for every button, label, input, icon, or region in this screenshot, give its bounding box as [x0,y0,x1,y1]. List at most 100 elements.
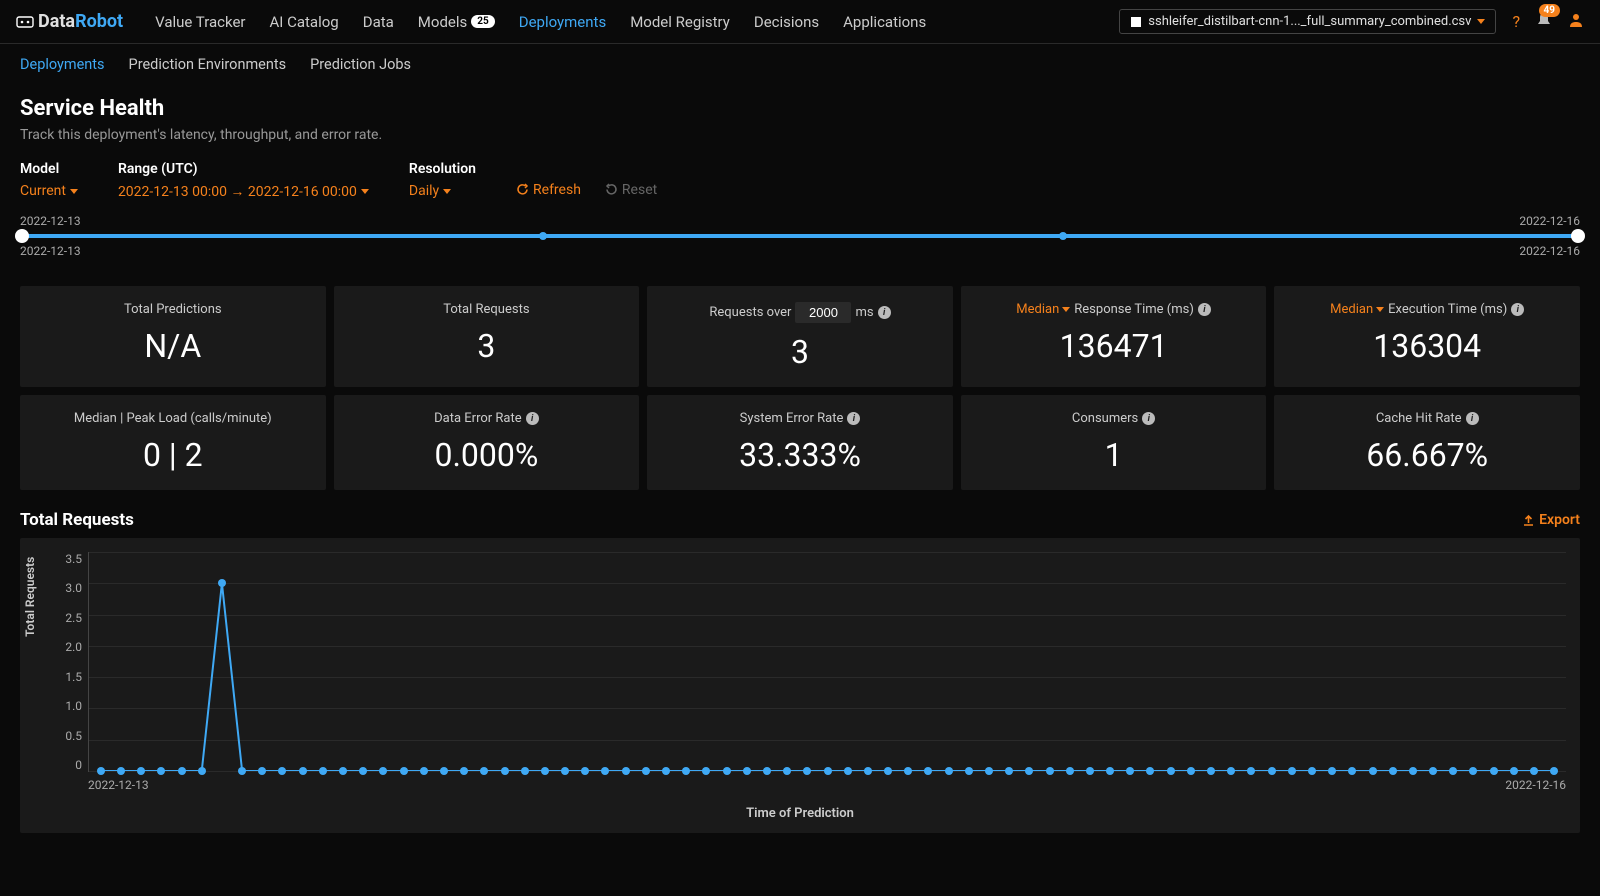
data-point [1268,767,1276,775]
nav-value-tracker[interactable]: Value Tracker [143,0,257,44]
info-icon[interactable]: i [1142,412,1155,425]
metric-card: Cache Hit Ratei66.667% [1274,395,1580,490]
info-icon[interactable]: i [847,412,860,425]
metric-label: Median | Peak Load (calls/minute) [32,411,314,426]
metric-card: Median Response Time (ms)i136471 [961,286,1267,387]
metric-label: Cache Hit Ratei [1286,411,1568,426]
metrics-grid: Total PredictionsN/ATotal Requests3Reque… [20,286,1580,490]
data-point [723,767,731,775]
data-point [198,767,206,775]
refresh-button[interactable]: Refresh [516,182,581,198]
x-label-end: 2022-12-16 [1505,778,1566,792]
data-point [1025,767,1033,775]
range-selector[interactable]: 2022-12-13 00:00 → 2022-12-16 00:00 [118,183,369,200]
data-point [1005,767,1013,775]
info-icon[interactable]: i [526,412,539,425]
median-dropdown[interactable]: Median [1016,302,1070,317]
notification-badge: 49 [1539,4,1560,17]
data-point [1348,767,1356,775]
data-point [763,767,771,775]
data-point [319,767,327,775]
data-point [601,767,609,775]
logo[interactable]: DataRobot [16,11,123,32]
data-point [864,767,872,775]
page-title: Service Health [20,96,1580,121]
time-range-slider[interactable]: 2022-12-13 2022-12-16 2022-12-13 2022-12… [20,214,1580,258]
nav-ai-catalog[interactable]: AI Catalog [258,0,351,44]
notifications-button[interactable]: 49 [1536,12,1552,32]
y-tick: 3.5 [56,552,82,566]
data-point [137,767,145,775]
data-point [904,767,912,775]
data-point [783,767,791,775]
top-nav: DataRobot Value TrackerAI CatalogDataMod… [0,0,1600,44]
data-point [1490,767,1498,775]
nav-decisions[interactable]: Decisions [742,0,831,44]
reset-icon [605,183,618,196]
nav-data[interactable]: Data [351,0,406,44]
slider-handle-left[interactable] [15,229,29,243]
data-point [278,767,286,775]
info-icon[interactable]: i [1198,303,1211,316]
metric-card: Median Execution Time (ms)i136304 [1274,286,1580,387]
median-dropdown[interactable]: Median [1330,302,1384,317]
data-point [824,767,832,775]
nav-model-registry[interactable]: Model Registry [618,0,742,44]
data-point [1308,767,1316,775]
data-point [521,767,529,775]
threshold-input[interactable] [795,302,851,323]
data-point [480,767,488,775]
data-point [157,767,165,775]
slider-label-top-left: 2022-12-13 [20,214,81,228]
controls-row: Model Current Range (UTC) 2022-12-13 00:… [20,161,1580,200]
data-point [359,767,367,775]
metric-card: Data Error Ratei0.000% [334,395,640,490]
info-icon[interactable]: i [878,306,891,319]
subnav-prediction-jobs[interactable]: Prediction Jobs [298,56,423,73]
data-point [1510,767,1518,775]
info-icon[interactable]: i [1511,303,1524,316]
data-point [662,767,670,775]
data-point [702,767,710,775]
export-button[interactable]: Export [1522,512,1580,528]
data-point [1550,767,1558,775]
resolution-selector[interactable]: Daily [409,183,476,199]
data-point [1066,767,1074,775]
data-point [238,767,246,775]
y-tick: 2.0 [56,640,82,654]
data-point [743,767,751,775]
data-point [622,767,630,775]
metric-card: Consumersi1 [961,395,1267,490]
data-point [440,767,448,775]
nav-deployments[interactable]: Deployments [507,0,618,44]
chevron-down-icon [70,189,78,194]
subnav-deployments[interactable]: Deployments [8,56,117,73]
data-point [1449,767,1457,775]
subnav-prediction-environments[interactable]: Prediction Environments [117,56,299,73]
y-tick: 3.0 [56,581,82,595]
chart-title: Total Requests [20,510,134,530]
data-point [682,767,690,775]
slider-label-top-right: 2022-12-16 [1519,214,1580,228]
y-tick: 1.0 [56,699,82,713]
data-point [884,767,892,775]
metric-label: System Error Ratei [659,411,941,426]
slider-handle-right[interactable] [1571,229,1585,243]
metric-label: Data Error Ratei [346,411,628,426]
reset-button[interactable]: Reset [605,182,657,198]
nav-applications[interactable]: Applications [831,0,938,44]
file-selector[interactable]: sshleifer_distilbart-cnn-1..._full_summa… [1119,9,1496,34]
data-point [379,767,387,775]
nav-models[interactable]: Models25 [406,0,507,44]
help-icon[interactable]: ? [1512,12,1520,31]
data-point [258,767,266,775]
user-menu[interactable] [1568,12,1584,32]
data-point [1207,767,1215,775]
metric-label: Median Response Time (ms)i [973,302,1255,317]
slider-label-bottom-right: 2022-12-16 [1519,244,1580,258]
info-icon[interactable]: i [1466,412,1479,425]
data-point [965,767,973,775]
model-selector[interactable]: Current [20,183,78,199]
data-point [1328,767,1336,775]
data-point [642,767,650,775]
